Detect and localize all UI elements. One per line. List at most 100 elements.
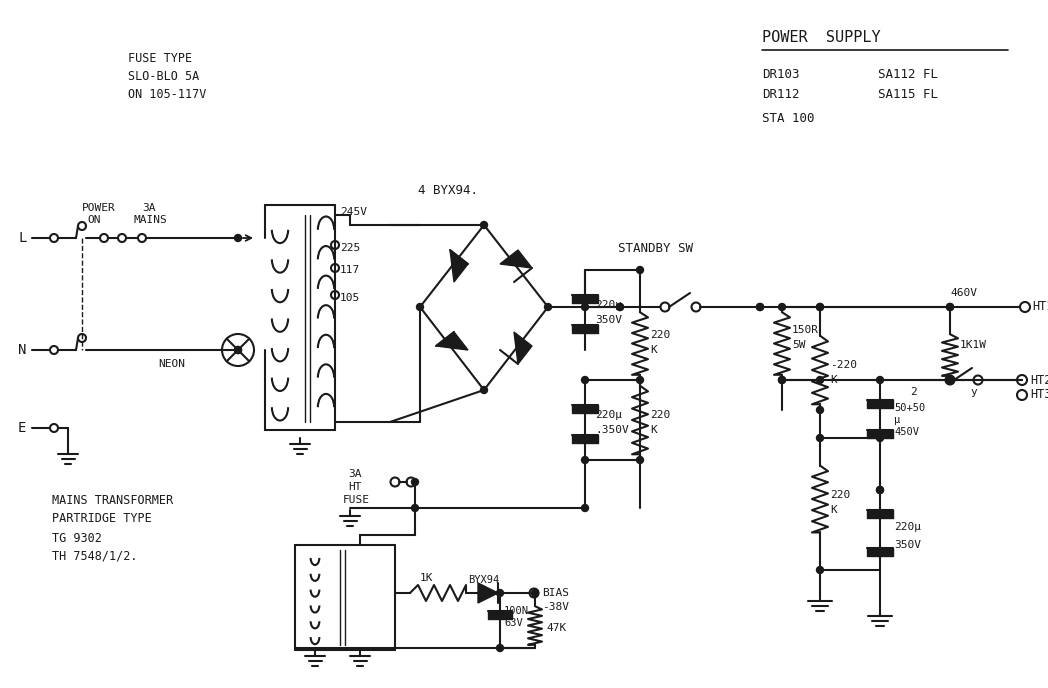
Text: E: E bbox=[18, 421, 26, 435]
Text: 47K: 47K bbox=[546, 623, 566, 633]
Circle shape bbox=[497, 645, 503, 652]
Text: 3A: 3A bbox=[141, 203, 155, 213]
Circle shape bbox=[779, 303, 786, 310]
Text: BYX94: BYX94 bbox=[468, 575, 499, 585]
Text: POWER  SUPPLY: POWER SUPPLY bbox=[762, 30, 880, 45]
Circle shape bbox=[946, 303, 954, 310]
Text: K: K bbox=[650, 345, 657, 355]
Circle shape bbox=[480, 222, 487, 228]
Text: 50+50: 50+50 bbox=[894, 403, 925, 413]
Text: DR112: DR112 bbox=[762, 89, 800, 102]
Circle shape bbox=[235, 347, 241, 354]
Circle shape bbox=[497, 590, 503, 596]
Text: 117: 117 bbox=[340, 265, 361, 275]
Text: 220: 220 bbox=[650, 410, 671, 420]
Text: FUSE: FUSE bbox=[343, 495, 370, 505]
Circle shape bbox=[416, 303, 423, 310]
Circle shape bbox=[876, 435, 883, 442]
Circle shape bbox=[816, 303, 824, 310]
Circle shape bbox=[582, 457, 589, 464]
Circle shape bbox=[816, 407, 824, 413]
Text: 450V: 450V bbox=[894, 427, 919, 437]
Text: SA112 FL: SA112 FL bbox=[878, 69, 938, 81]
Circle shape bbox=[636, 376, 643, 383]
Circle shape bbox=[582, 376, 589, 383]
Text: 220: 220 bbox=[830, 490, 850, 500]
Circle shape bbox=[636, 266, 643, 274]
Text: FUSE TYPE: FUSE TYPE bbox=[128, 52, 192, 65]
Circle shape bbox=[616, 303, 624, 310]
Circle shape bbox=[616, 303, 624, 310]
Text: NEON: NEON bbox=[158, 359, 185, 369]
Circle shape bbox=[816, 566, 824, 574]
Text: SLO-BLO 5A: SLO-BLO 5A bbox=[128, 69, 199, 83]
Polygon shape bbox=[436, 332, 468, 350]
Text: K: K bbox=[650, 425, 657, 435]
Circle shape bbox=[779, 376, 786, 383]
Text: 150R: 150R bbox=[792, 325, 818, 335]
Text: PARTRIDGE TYPE: PARTRIDGE TYPE bbox=[52, 511, 152, 524]
Circle shape bbox=[816, 435, 824, 442]
Text: 460V: 460V bbox=[949, 288, 977, 298]
Text: N: N bbox=[18, 343, 26, 357]
Text: SA115 FL: SA115 FL bbox=[878, 89, 938, 102]
Text: DR103: DR103 bbox=[762, 69, 800, 81]
Circle shape bbox=[757, 303, 764, 310]
Text: TH 7548/1/2.: TH 7548/1/2. bbox=[52, 550, 137, 563]
Text: 220μ: 220μ bbox=[595, 300, 623, 310]
Text: y: y bbox=[970, 387, 977, 397]
Text: ON 105-117V: ON 105-117V bbox=[128, 87, 206, 100]
Polygon shape bbox=[514, 332, 532, 364]
Circle shape bbox=[816, 303, 824, 310]
Text: 220μ: 220μ bbox=[595, 410, 623, 420]
Text: 4 BYX94.: 4 BYX94. bbox=[418, 184, 478, 197]
Text: K: K bbox=[830, 375, 836, 385]
Text: STANDBY SW: STANDBY SW bbox=[618, 241, 693, 255]
Text: 245V: 245V bbox=[340, 207, 367, 217]
Polygon shape bbox=[500, 250, 532, 268]
Text: μ: μ bbox=[894, 415, 900, 425]
Circle shape bbox=[582, 303, 589, 310]
Text: 350V: 350V bbox=[894, 540, 921, 550]
Text: -220: -220 bbox=[830, 360, 857, 370]
Text: HT: HT bbox=[348, 482, 362, 492]
Text: ON: ON bbox=[87, 215, 101, 225]
Text: STA 100: STA 100 bbox=[762, 111, 814, 125]
Text: MAINS TRANSFORMER: MAINS TRANSFORMER bbox=[52, 493, 173, 506]
Circle shape bbox=[757, 303, 764, 310]
Circle shape bbox=[412, 504, 418, 511]
Circle shape bbox=[816, 376, 824, 383]
Circle shape bbox=[480, 387, 487, 394]
Text: K: K bbox=[830, 505, 836, 515]
Text: MAINS: MAINS bbox=[134, 215, 168, 225]
Text: 220μ: 220μ bbox=[894, 522, 921, 532]
Text: 63V: 63V bbox=[504, 618, 523, 628]
Text: 5W: 5W bbox=[792, 340, 806, 350]
Text: HT2: HT2 bbox=[1030, 374, 1048, 387]
Text: BIAS: BIAS bbox=[542, 588, 569, 598]
Circle shape bbox=[876, 486, 883, 493]
Text: 105: 105 bbox=[340, 293, 361, 303]
Text: .350V: .350V bbox=[595, 425, 629, 435]
Text: 1K: 1K bbox=[420, 573, 434, 583]
Circle shape bbox=[412, 478, 418, 486]
Text: TG 9302: TG 9302 bbox=[52, 532, 102, 544]
Circle shape bbox=[876, 376, 883, 383]
Circle shape bbox=[545, 303, 551, 310]
Text: POWER: POWER bbox=[82, 203, 115, 213]
Circle shape bbox=[531, 590, 539, 596]
Circle shape bbox=[235, 347, 241, 354]
Polygon shape bbox=[450, 250, 468, 282]
Circle shape bbox=[946, 376, 954, 383]
Text: -38V: -38V bbox=[542, 602, 569, 612]
Circle shape bbox=[582, 504, 589, 511]
Text: 3A: 3A bbox=[348, 469, 362, 479]
Circle shape bbox=[876, 486, 883, 493]
Circle shape bbox=[779, 376, 786, 383]
Text: 100N: 100N bbox=[504, 606, 529, 616]
Text: L: L bbox=[18, 231, 26, 245]
Text: 1K1W: 1K1W bbox=[960, 340, 987, 350]
Text: 225: 225 bbox=[340, 243, 361, 253]
Text: 350V: 350V bbox=[595, 315, 623, 325]
Text: HT1: HT1 bbox=[1032, 301, 1048, 314]
